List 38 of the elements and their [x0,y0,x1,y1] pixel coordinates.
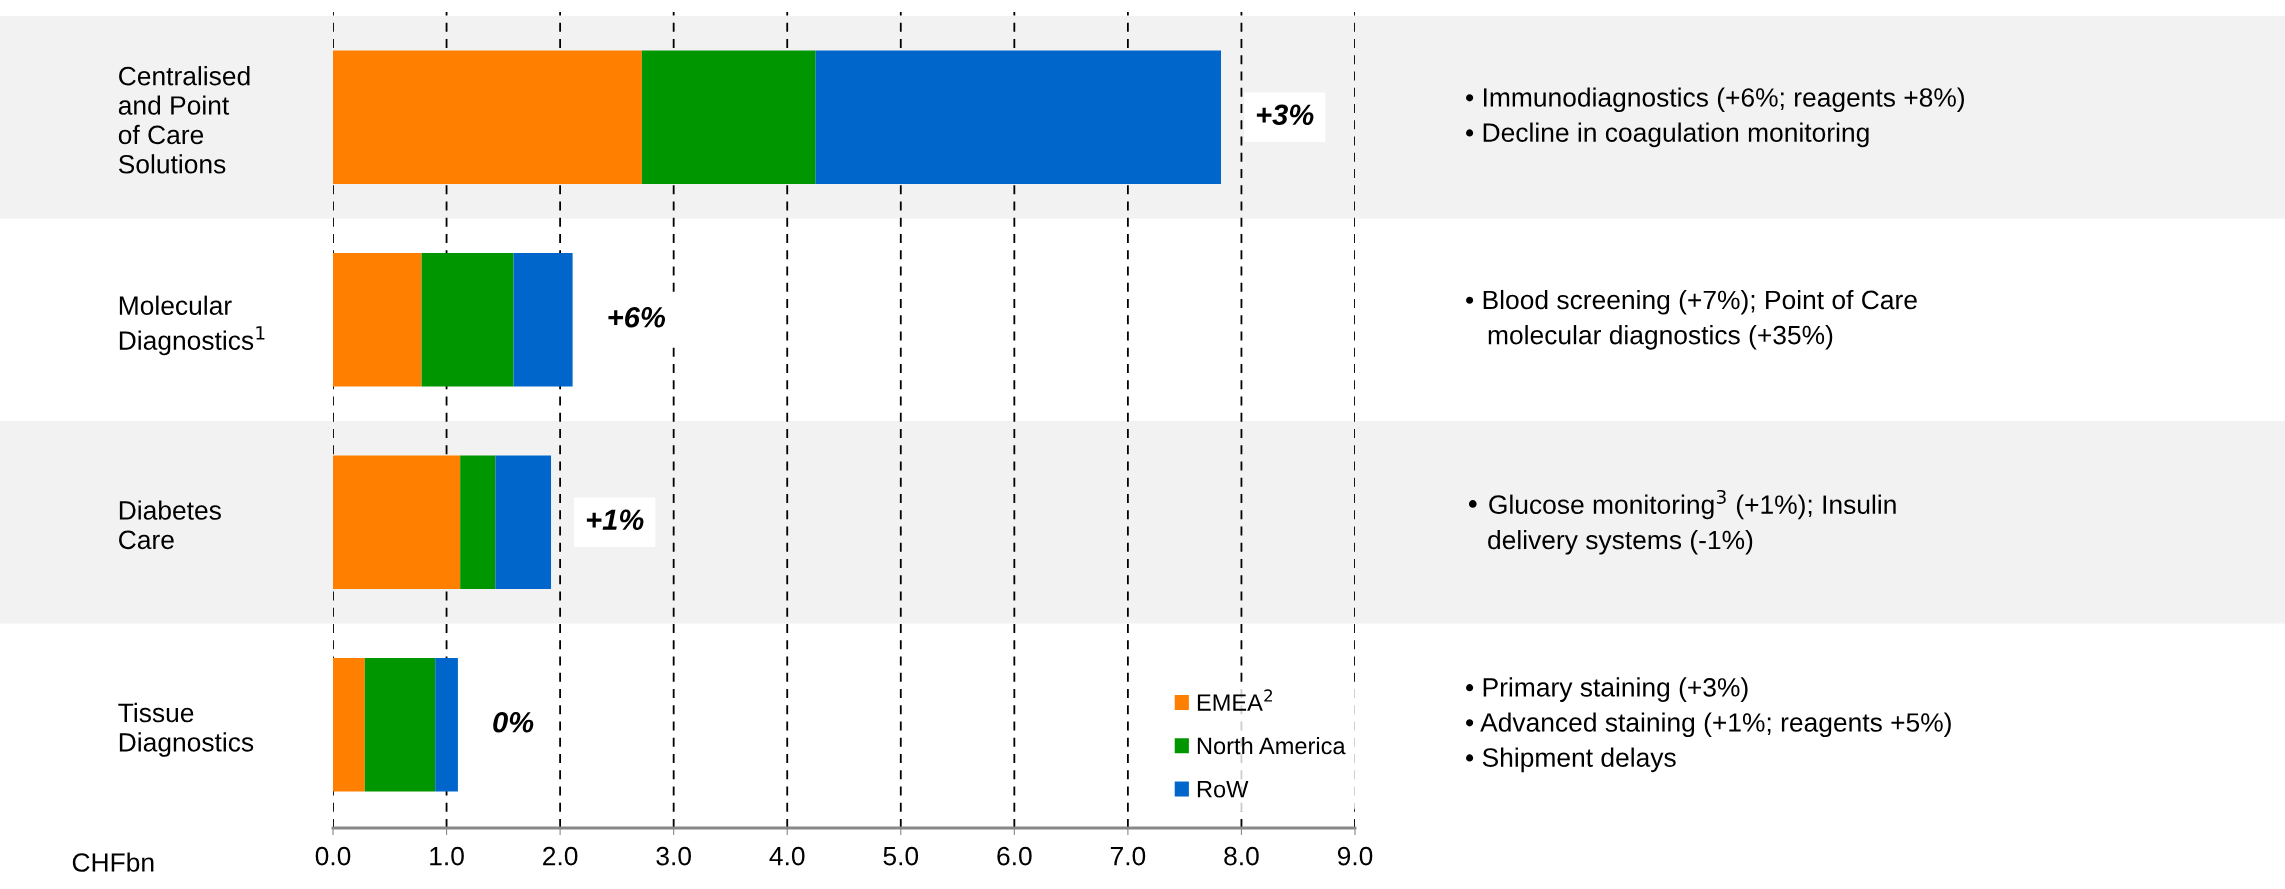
x-tick-label: 9.0 [1337,846,1373,866]
y-tick-label: Molecular Diagnostics$^{1}$ [119,295,265,356]
bar [460,455,496,590]
y-tick-label: Centralised and Point of Care Solutions [118,66,250,174]
text: • Glucose monitoring$^{3}$ (+1%); Insulin delivery systems (-1%) [1468,489,1896,555]
x-tick-label: 0.0 [315,846,351,866]
bar [421,252,514,387]
text: • Immunodiagnostics (+6%; reagents +8%) • Decline in coagulation monitoring [1466,87,1964,148]
x-tick-label: 8.0 [1224,846,1259,866]
bar [333,50,642,185]
bar [641,50,816,185]
y-tick-label: Diabetes Care [119,500,221,550]
bar [495,455,552,590]
annotation: +3% [1256,104,1314,126]
x-tick-label: 6.0 [997,846,1032,866]
legend-label: North America [1197,736,1346,755]
legend-label: EMEA$^{2}$ [1197,689,1272,711]
x-tick-label: 4.0 [769,846,805,866]
x-tick-label: 1.0 [430,846,464,866]
bar [435,657,458,792]
text: • Primary staining (+3%) • Advanced staining (+1%; reagents +5%) • Shipment delays [1466,677,1951,773]
bar [364,657,436,792]
bar [333,657,365,792]
annotation: 0% [493,711,534,733]
x-tick-label: 7.0 [1110,846,1146,866]
legend-label: RoW [1197,781,1249,798]
bar [815,50,1221,185]
bar [333,455,461,590]
x-axis-title: CHFbn [72,852,154,872]
bar [513,252,573,387]
x-tick-label: 5.0 [883,846,919,866]
text: • Blood screening (+7%); Point of Care molecular diagnostics (+35%) [1466,289,1917,350]
annotation: +1% [586,509,644,531]
y-tick-label: Tissue Diagnostics [118,702,254,757]
x-tick-label: 3.0 [656,846,691,866]
x-tick-label: 2.0 [543,846,578,866]
annotation: +6% [608,306,666,328]
bar [333,252,422,387]
